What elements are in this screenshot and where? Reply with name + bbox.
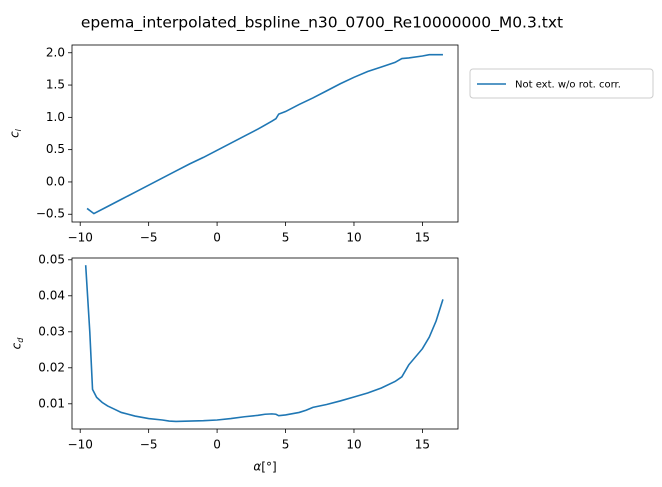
- lift-y-ticks: −0.5 0.0 0.5 1.0 1.5 2.0: [36, 45, 72, 221]
- drag-x-tick-label: 10: [346, 438, 361, 452]
- drag-y-tick-label: 0.04: [38, 288, 65, 302]
- drag-x-tick-label: 15: [415, 438, 430, 452]
- legend-box: [469, 68, 654, 99]
- lift-x-tick-label: 0: [213, 231, 221, 245]
- lift-x-tick-label: 10: [346, 231, 361, 245]
- drag-plot-frame: [71, 257, 459, 430]
- drag-x-tick-label: −10: [68, 438, 93, 452]
- lift-x-tick-label: −5: [140, 231, 158, 245]
- drag-coefficient-plot: 0.01 0.02 0.03 0.04 0.05 −10 −5 0 5 10 15 cd α[°]: [10, 252, 459, 474]
- drag-y-axis-label: cd: [10, 337, 25, 350]
- drag-x-tick-label: 5: [282, 438, 290, 452]
- lift-x-tick-label: 5: [282, 231, 290, 245]
- legend-entry-label: Not ext. w/o rot. corr.: [515, 80, 621, 91]
- lift-coefficient-plot: −0.5 0.0 0.5 1.0 1.5 2.0 −10 −5 0 5 10 15 cl: [8, 44, 459, 245]
- lift-y-tick-label: 1.5: [46, 78, 65, 92]
- lift-x-tick-label: 15: [415, 231, 430, 245]
- drag-y-tick-label: 0.01: [38, 396, 65, 410]
- lift-y-tick-label: 2.0: [46, 45, 65, 59]
- x-axis-label: α[°]: [253, 460, 276, 474]
- drag-y-tick-label: 0.05: [38, 252, 65, 266]
- lift-y-tick-label: 1.0: [46, 110, 65, 124]
- legend: Not ext. w/o rot. corr.: [469, 68, 654, 99]
- drag-y-tick-label: 0.02: [38, 360, 65, 374]
- lift-plot-frame: [71, 44, 459, 223]
- drag-y-ticks: 0.01 0.02 0.03 0.04 0.05: [38, 252, 72, 410]
- drag-x-tick-label: 0: [213, 438, 221, 452]
- lift-series-line: [86, 53, 443, 215]
- drag-y-tick-label: 0.03: [38, 324, 65, 338]
- figure-title: epema_interpolated_bspline_n30_0700_Re10…: [81, 14, 563, 33]
- lift-x-tick-label: −10: [68, 231, 93, 245]
- drag-x-tick-label: −5: [140, 438, 158, 452]
- lift-y-axis-label: cl: [8, 128, 23, 138]
- lift-y-tick-label: 0.0: [46, 174, 65, 188]
- drag-series-line: [84, 265, 444, 423]
- drag-x-ticks: −10 −5 0 5 10 15: [68, 429, 430, 452]
- lift-y-tick-label: 0.5: [46, 142, 65, 156]
- lift-y-tick-label: −0.5: [36, 207, 65, 221]
- lift-x-ticks: −10 −5 0 5 10 15: [68, 222, 430, 245]
